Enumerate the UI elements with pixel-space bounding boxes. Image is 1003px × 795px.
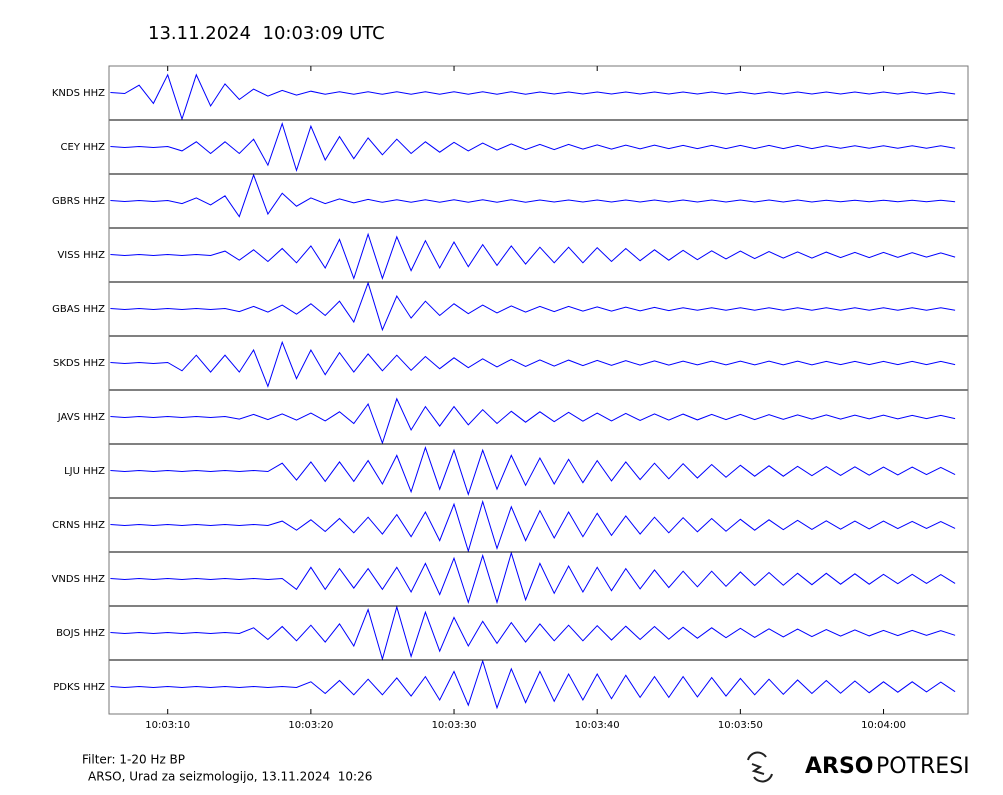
- station-label: JAVS HHZ: [57, 412, 105, 423]
- waveform: [110, 659, 956, 710]
- x-tick-label: 10:03:30: [432, 720, 477, 731]
- x-tick-label: 10:03:10: [145, 720, 190, 731]
- logo-light: POTRESI: [876, 754, 970, 779]
- filter-note: Filter: 1-20 Hz BP: [82, 753, 185, 767]
- logo-bold: ARSO: [805, 754, 874, 779]
- station-label: PDKS HHZ: [53, 682, 105, 693]
- waveform: [110, 605, 956, 661]
- x-tick-label: 10:03:20: [288, 720, 333, 731]
- plot-frame: [108, 65, 969, 715]
- x-tick-label: 10:03:40: [575, 720, 620, 731]
- waveform: [110, 551, 956, 605]
- waveform: [110, 73, 956, 121]
- waveform: [110, 499, 956, 553]
- waveform: [110, 173, 956, 218]
- station-label: LJU HHZ: [64, 466, 105, 477]
- logo-arc: [747, 751, 767, 761]
- station-label: VNDS HHZ: [52, 574, 106, 585]
- waveform: [110, 340, 956, 388]
- logo-icon: [747, 751, 773, 783]
- chart-title: 13.11.2024 10:03:09 UTC: [148, 23, 385, 44]
- station-label: SKDS HHZ: [53, 358, 105, 369]
- logo-arc: [753, 773, 773, 783]
- logo-wave: [751, 763, 765, 775]
- x-tick-label: 10:04:00: [861, 720, 906, 731]
- x-tick-label: 10:03:50: [718, 720, 763, 731]
- station-label: GBRS HHZ: [52, 196, 105, 207]
- waveform: [110, 446, 956, 497]
- station-label: VISS HHZ: [57, 250, 105, 261]
- waveform: [110, 397, 956, 445]
- station-label: CRNS HHZ: [52, 520, 105, 531]
- station-label: CEY HHZ: [61, 142, 106, 153]
- waveform: [110, 281, 956, 332]
- waveform: [110, 121, 956, 173]
- station-label: KNDS HHZ: [52, 88, 105, 99]
- station-label: GBAS HHZ: [52, 304, 105, 315]
- station-label: BOJS HHZ: [56, 628, 105, 639]
- waveform: [110, 232, 956, 280]
- source-note: ARSO, Urad za seizmologijo, 13.11.2024 1…: [88, 770, 372, 784]
